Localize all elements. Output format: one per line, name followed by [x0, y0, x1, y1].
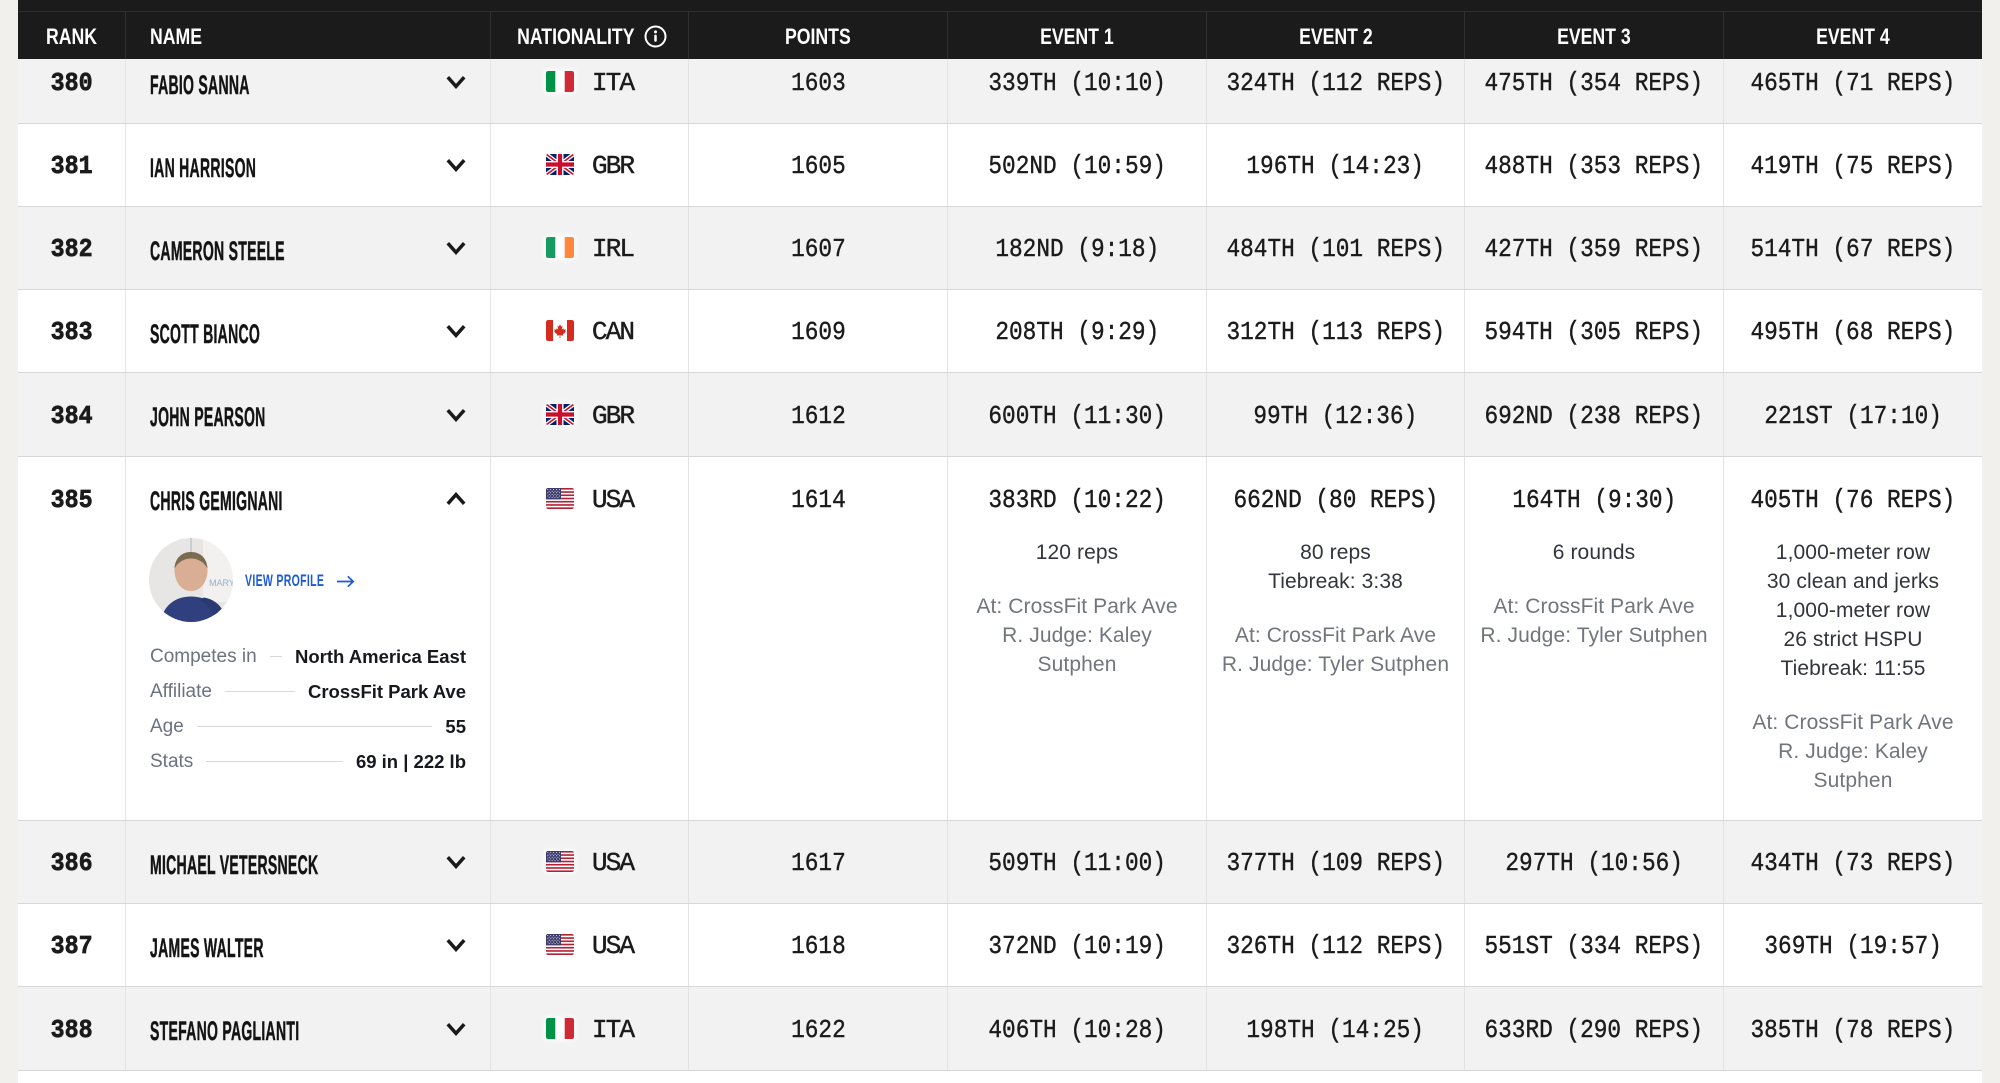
svg-text:MARY: MARY — [209, 578, 233, 588]
